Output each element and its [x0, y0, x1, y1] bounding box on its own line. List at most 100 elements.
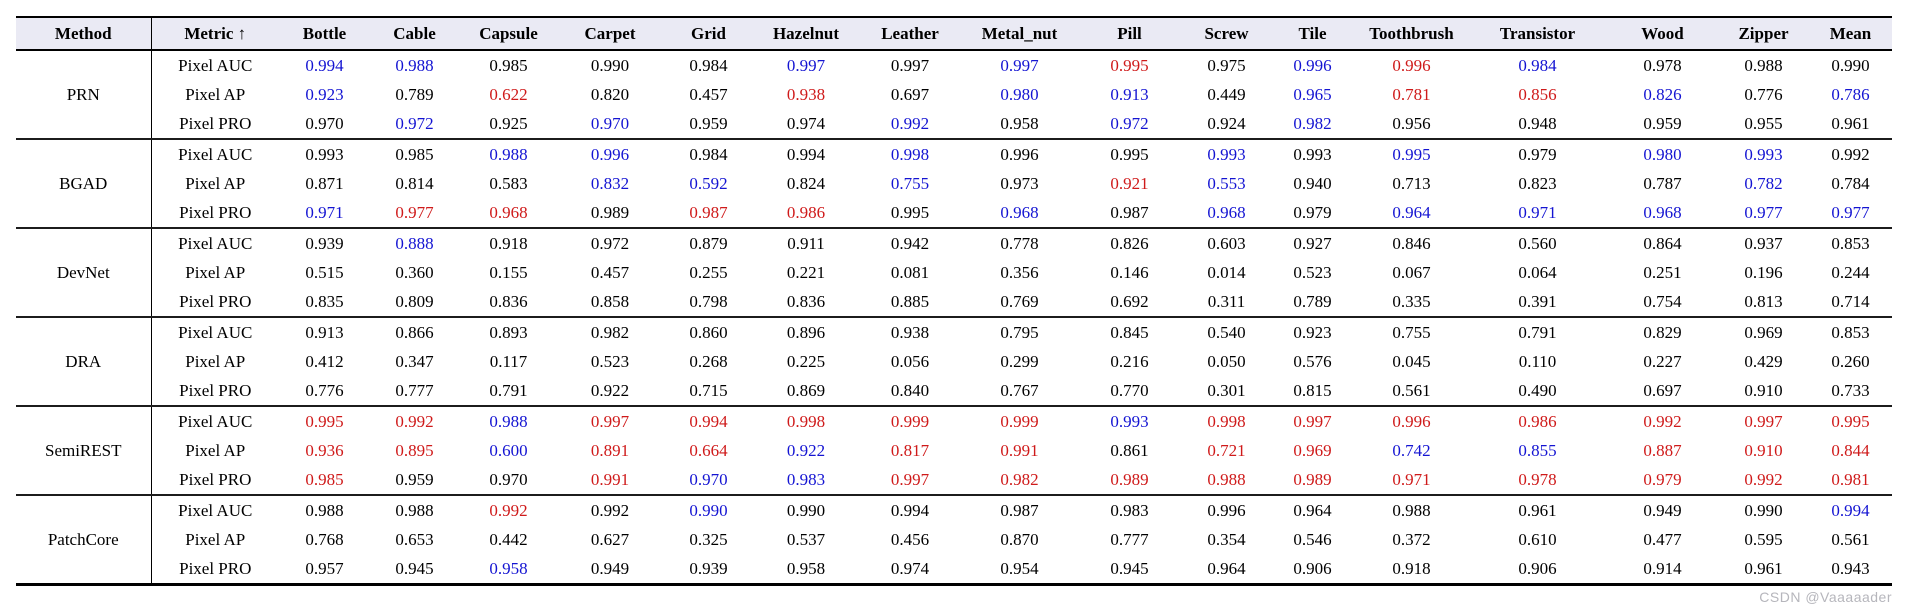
metric-name: Pixel PRO — [179, 203, 252, 222]
metric-name: Pixel AUC — [151, 227, 279, 258]
value-cell: 0.989 — [590, 203, 630, 222]
value-cell: 0.992 — [890, 114, 930, 133]
table-row: DRA Pixel AUC 0.913 0.866 0.893 0.982 0.860 0.8… — [16, 316, 1892, 406]
value-cell: 0.540 — [1183, 316, 1270, 347]
value-cell: 0.553 — [1207, 174, 1246, 193]
value-cell: 0.776 — [1744, 85, 1783, 104]
value-cell: 0.918 — [1392, 559, 1431, 578]
value-cell: 0.515 — [305, 263, 344, 282]
table-row: SemiREST Pixel AUC 0.995 0.992 0.988 0.997 0.9… — [16, 405, 1892, 495]
value-cell: 0.994 — [755, 138, 857, 169]
value-cell: 0.244 — [1831, 263, 1870, 282]
value-cell: 0.979 — [1293, 203, 1332, 222]
table-row: Pixel AP 0.768 0.653 0.442 0.627 0.325 0.537 0.… — [16, 525, 1892, 554]
value-cell: 0.056 — [890, 352, 930, 371]
value-cell: 0.888 — [370, 227, 459, 258]
value-cell: 0.958 — [489, 559, 528, 578]
value-cell: 0.987 — [963, 494, 1076, 525]
value-cell: 0.225 — [786, 352, 826, 371]
value-cell: 0.853 — [1809, 316, 1892, 347]
value-cell: 0.809 — [395, 292, 434, 311]
value-cell: 0.939 — [279, 227, 370, 258]
table-row: Pixel AP 0.412 0.347 0.117 0.523 0.268 0.225 0.… — [16, 347, 1892, 376]
value-cell: 0.954 — [1000, 559, 1039, 578]
value-cell: 0.970 — [689, 470, 728, 489]
value-cell: 0.770 — [1110, 381, 1149, 400]
value-cell: 0.997 — [890, 56, 930, 75]
table-row: Pixel AP 0.923 0.789 0.622 0.820 0.457 0.938 0.… — [16, 80, 1892, 109]
value-cell: 0.991 — [590, 470, 630, 489]
value-cell: 0.978 — [1518, 470, 1557, 489]
value-cell: 0.983 — [1076, 494, 1183, 525]
value-cell: 0.050 — [1207, 352, 1246, 371]
value-cell: 0.992 — [1607, 405, 1718, 436]
value-cell: 0.983 — [786, 470, 826, 489]
value-cell: 0.910 — [1744, 381, 1783, 400]
value-cell: 0.981 — [1831, 470, 1870, 489]
value-cell: 0.945 — [395, 559, 434, 578]
col-header-pill: Pill — [1076, 16, 1183, 51]
value-cell: 0.155 — [489, 263, 528, 282]
value-cell: 0.791 — [489, 381, 528, 400]
col-header-metric: Metric ↑ — [151, 16, 279, 51]
value-cell: 0.993 — [1183, 138, 1270, 169]
value-cell: 0.959 — [1643, 114, 1682, 133]
value-cell: 0.995 — [1110, 56, 1149, 75]
value-cell: 0.260 — [1831, 352, 1870, 371]
value-cell: 0.786 — [1831, 85, 1870, 104]
value-cell: 0.798 — [689, 292, 728, 311]
value-cell: 0.714 — [1831, 292, 1870, 311]
value-cell: 0.846 — [1355, 227, 1468, 258]
value-cell: 0.824 — [786, 174, 826, 193]
value-cell: 0.826 — [1076, 227, 1183, 258]
value-cell: 0.913 — [279, 316, 370, 347]
value-cell: 0.457 — [590, 263, 630, 282]
value-cell: 0.429 — [1744, 352, 1783, 371]
value-cell: 0.836 — [489, 292, 528, 311]
value-cell: 0.994 — [662, 405, 755, 436]
value-cell: 0.968 — [1207, 203, 1246, 222]
value-cell: 0.777 — [395, 381, 434, 400]
col-header-mean: Mean — [1809, 16, 1892, 51]
value-cell: 0.251 — [1643, 263, 1682, 282]
value-cell: 0.864 — [1607, 227, 1718, 258]
col-header-zipper: Zipper — [1718, 16, 1809, 51]
value-cell: 0.982 — [1000, 470, 1039, 489]
value-cell: 0.987 — [689, 203, 728, 222]
value-cell: 0.742 — [1392, 441, 1431, 460]
metric-name: Pixel AP — [185, 441, 246, 460]
value-cell: 0.523 — [1293, 263, 1332, 282]
value-cell: 0.826 — [1643, 85, 1682, 104]
table-row: Pixel PRO 0.835 0.809 0.836 0.858 0.798 0.836 0… — [16, 287, 1892, 317]
value-cell: 0.789 — [1293, 292, 1332, 311]
value-cell: 0.956 — [1392, 114, 1431, 133]
value-cell: 0.583 — [489, 174, 528, 193]
value-cell: 0.227 — [1643, 352, 1682, 371]
value-cell: 0.721 — [1207, 441, 1246, 460]
value-cell: 0.697 — [890, 85, 930, 104]
value-cell: 0.973 — [1000, 174, 1039, 193]
value-cell: 0.146 — [1110, 263, 1149, 282]
value-cell: 0.986 — [1468, 405, 1607, 436]
value-cell: 0.980 — [1607, 138, 1718, 169]
value-cell: 0.999 — [857, 405, 963, 436]
metric-name: Pixel AUC — [151, 494, 279, 525]
value-cell: 0.813 — [1744, 292, 1783, 311]
value-cell: 0.977 — [1744, 203, 1783, 222]
value-cell: 0.961 — [1831, 114, 1870, 133]
value-cell: 0.311 — [1207, 292, 1246, 311]
value-cell: 0.959 — [395, 470, 434, 489]
value-cell: 0.600 — [489, 441, 528, 460]
value-cell: 0.067 — [1392, 263, 1431, 282]
value-cell: 0.835 — [305, 292, 344, 311]
table-row: Pixel AP 0.515 0.360 0.155 0.457 0.255 0.221 0.… — [16, 258, 1892, 287]
value-cell: 0.457 — [689, 85, 728, 104]
value-cell: 0.990 — [755, 494, 857, 525]
value-cell: 0.984 — [662, 138, 755, 169]
value-cell: 0.995 — [1076, 138, 1183, 169]
value-cell: 0.984 — [689, 56, 728, 75]
results-table: Method Metric ↑ Bottle Cable Capsule Carpet Gr… — [16, 16, 1892, 586]
metric-name: Pixel AUC — [151, 405, 279, 436]
value-cell: 0.561 — [1831, 530, 1870, 549]
value-cell: 0.715 — [689, 381, 728, 400]
